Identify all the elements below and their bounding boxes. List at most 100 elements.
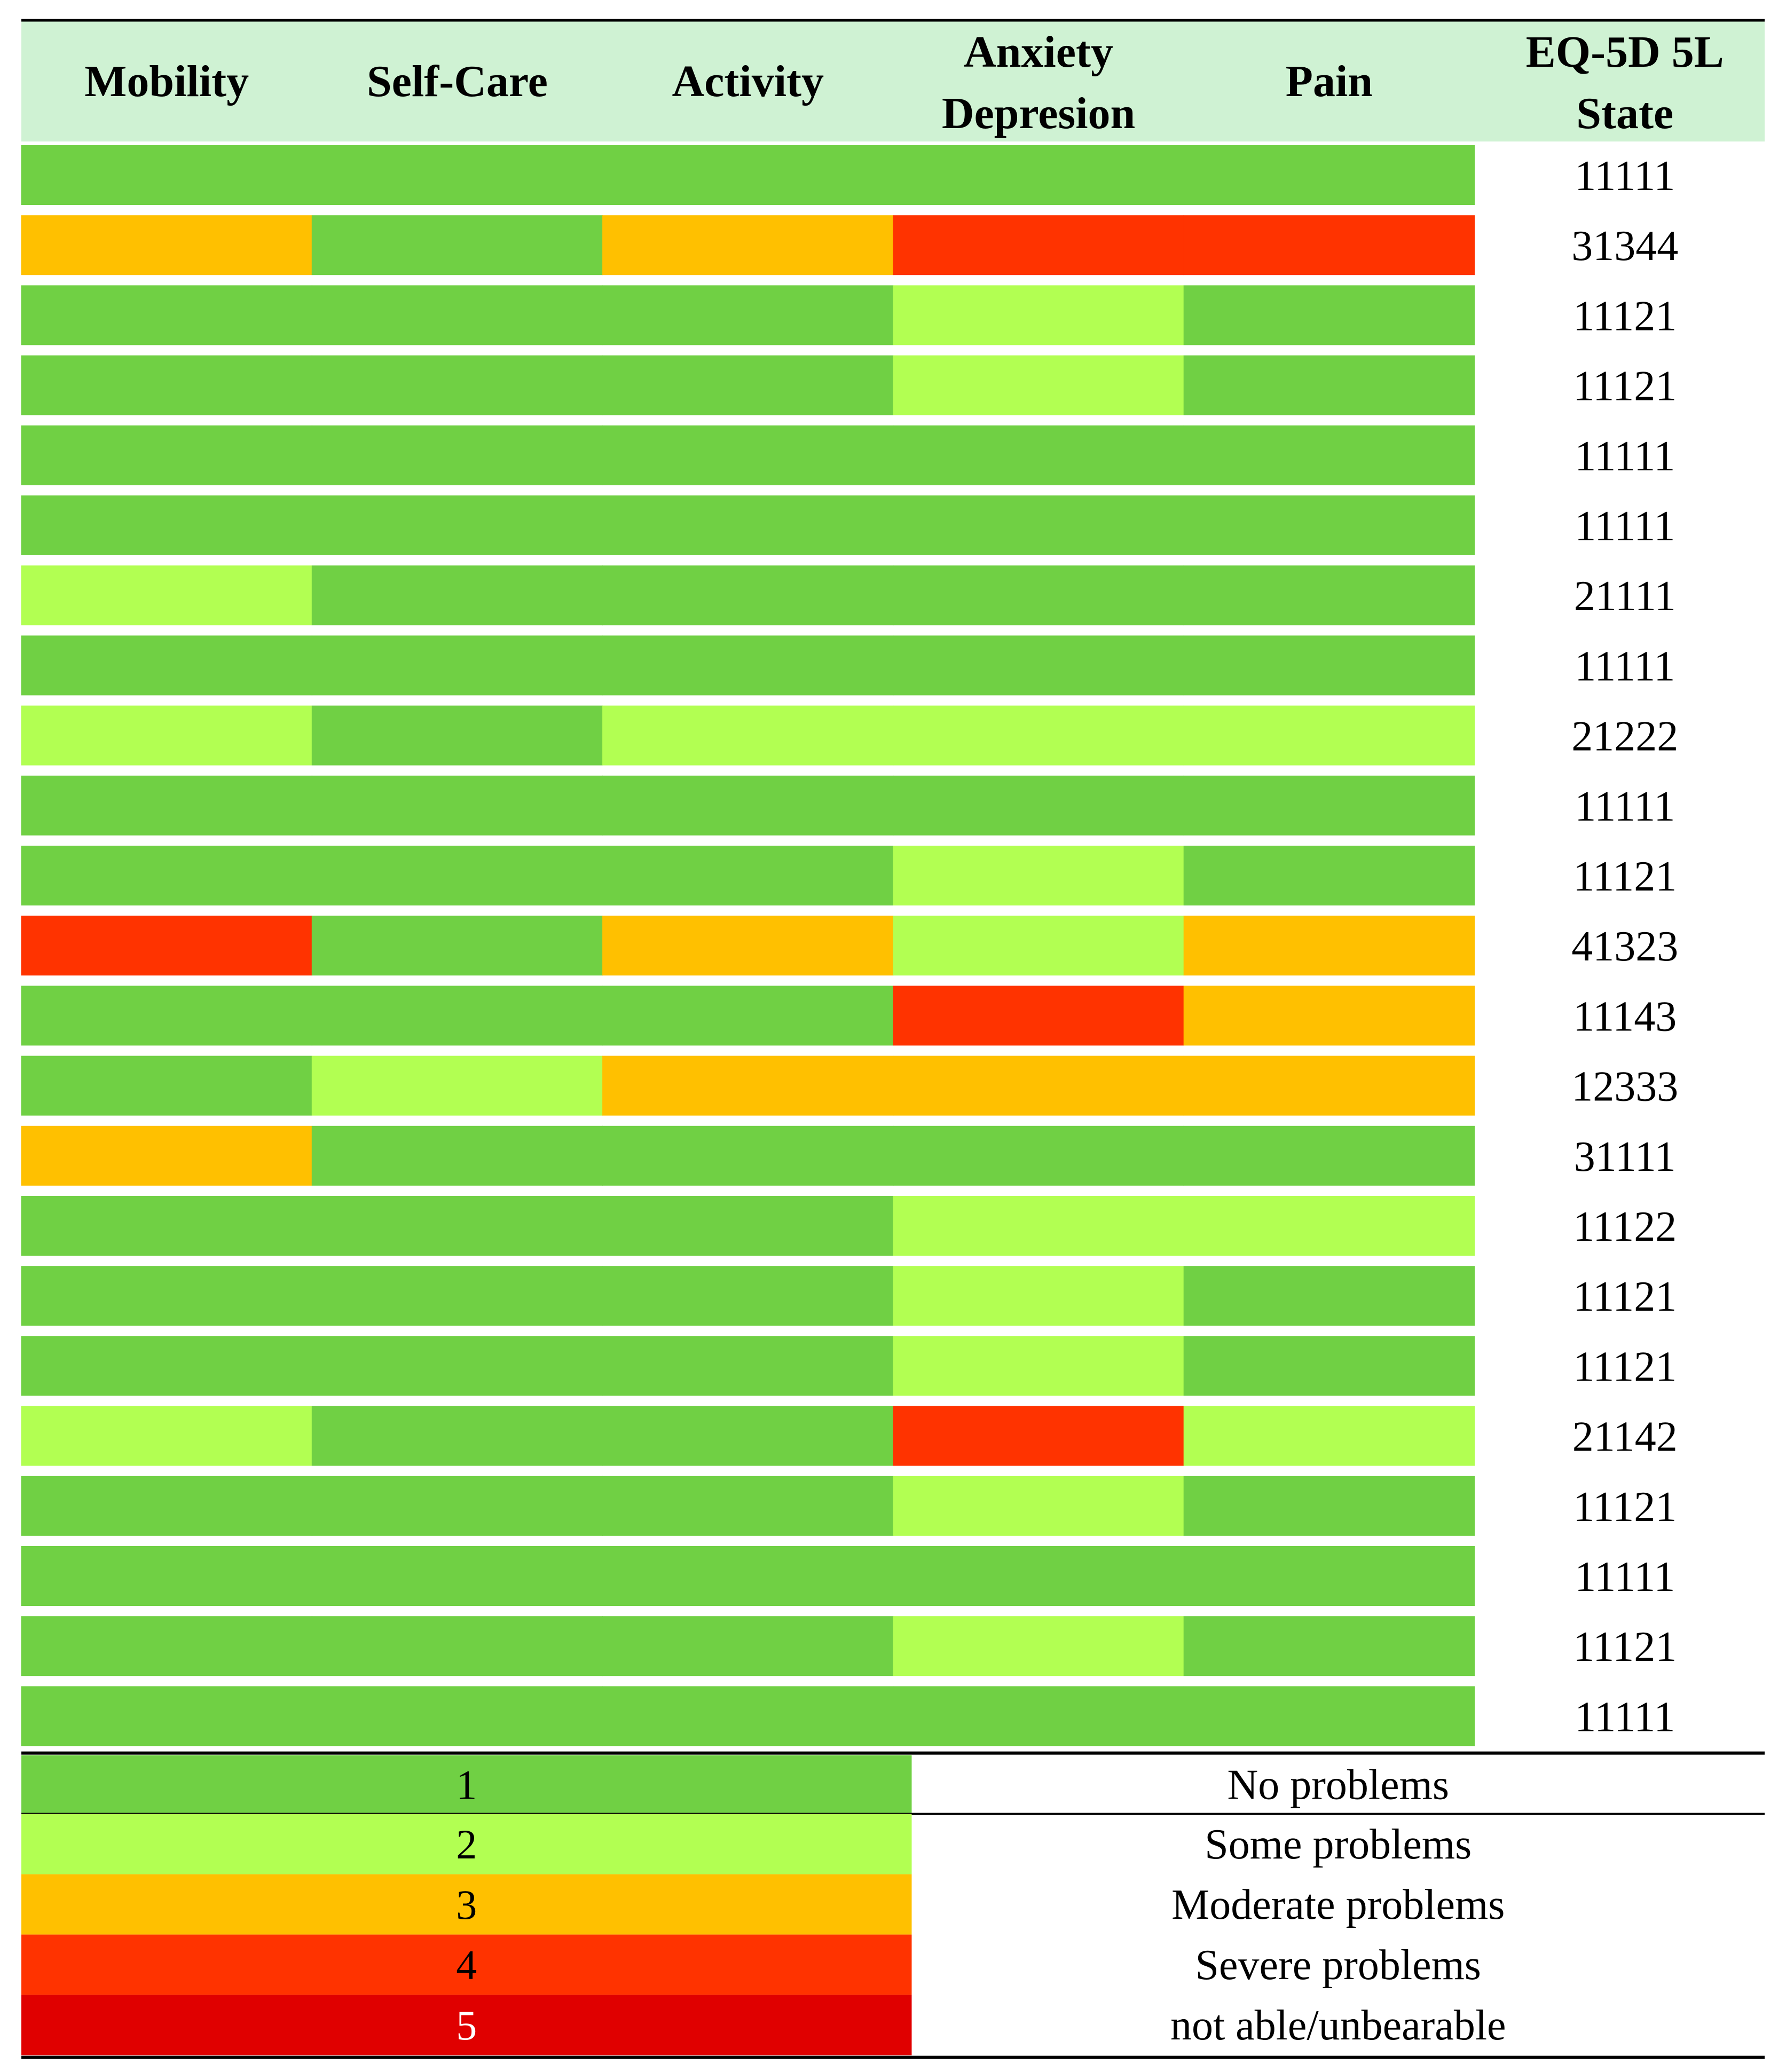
cell-r9-pain — [1183, 705, 1475, 766]
cell-r11-anxiety-depresion — [893, 846, 1184, 905]
legend-level-2: 2 — [456, 1821, 477, 1868]
cell-r10-self-care — [311, 775, 603, 836]
state-value-row-9: 21222 — [1571, 713, 1678, 760]
cell-r18-mobility — [21, 1336, 312, 1396]
state-value-row-10: 11111 — [1575, 783, 1675, 830]
cell-r15-pain — [1183, 1125, 1475, 1186]
cell-r14-anxiety-depresion — [893, 1055, 1184, 1116]
cell-r20-pain — [1183, 1476, 1475, 1536]
cell-r13-self-care — [311, 986, 603, 1046]
cell-r23-anxiety-depresion — [893, 1686, 1184, 1746]
cell-r12-mobility — [21, 916, 312, 976]
cell-r20-self-care — [311, 1476, 603, 1536]
legend-swatch-5 — [21, 1995, 912, 2055]
cell-r10-activity — [602, 775, 894, 836]
legend-level-4: 4 — [456, 1942, 477, 1988]
cell-r11-self-care — [311, 846, 603, 905]
state-value-row-1: 11111 — [1575, 153, 1675, 200]
state-value-row-14: 12333 — [1571, 1063, 1678, 1110]
state-value-row-22: 11121 — [1573, 1624, 1677, 1671]
cell-r15-mobility — [21, 1125, 312, 1186]
column-header-pain: Pain — [1286, 57, 1373, 106]
cell-r1-pain — [1183, 145, 1475, 205]
state-value-row-3: 11121 — [1573, 293, 1677, 340]
legend-label-2: Some problems — [1205, 1821, 1472, 1868]
state-value-row-15: 31111 — [1574, 1133, 1676, 1180]
legend-level-5: 5 — [456, 2002, 477, 2049]
cell-r5-anxiety-depresion — [893, 425, 1184, 485]
cell-r21-pain — [1183, 1546, 1475, 1606]
cell-r14-self-care — [311, 1055, 603, 1116]
cell-r15-self-care — [311, 1125, 603, 1186]
cell-r5-mobility — [21, 425, 312, 485]
state-value-row-21: 11111 — [1575, 1554, 1675, 1601]
cell-r2-anxiety-depresion — [893, 215, 1184, 275]
cell-r17-mobility — [21, 1266, 312, 1326]
state-value-row-16: 11122 — [1573, 1203, 1677, 1250]
cell-r10-pain — [1183, 775, 1475, 836]
state-value-row-6: 11111 — [1575, 503, 1675, 550]
cell-r20-mobility — [21, 1476, 312, 1536]
cell-r6-mobility — [21, 495, 312, 555]
legend-swatch-2 — [21, 1814, 912, 1874]
cell-r6-self-care — [311, 495, 603, 555]
legend-swatch-1 — [21, 1755, 912, 1814]
cell-r3-anxiety-depresion — [893, 285, 1184, 345]
column-header-activity: Activity — [672, 57, 824, 106]
cell-r20-activity — [602, 1476, 894, 1536]
state-value-row-17: 11121 — [1573, 1273, 1677, 1320]
cell-r14-mobility — [21, 1055, 312, 1116]
cell-r4-pain — [1183, 355, 1475, 415]
cell-r4-mobility — [21, 355, 312, 415]
cell-r18-anxiety-depresion — [893, 1336, 1184, 1396]
cell-r8-activity — [602, 635, 894, 696]
state-value-row-7: 21111 — [1574, 573, 1676, 620]
cell-r8-anxiety-depresion — [893, 635, 1184, 696]
cell-r23-mobility — [21, 1686, 312, 1746]
legend-label-1: No problems — [1227, 1762, 1449, 1809]
state-value-row-4: 11121 — [1573, 363, 1677, 410]
cell-r11-pain — [1183, 846, 1475, 905]
cell-r3-activity — [602, 285, 894, 345]
cell-r7-pain — [1183, 565, 1475, 626]
cell-r19-self-care — [311, 1406, 603, 1466]
cell-r22-anxiety-depresion — [893, 1616, 1184, 1676]
state-value-row-2: 31344 — [1571, 223, 1678, 270]
cell-r7-anxiety-depresion — [893, 565, 1184, 626]
cell-r19-activity — [602, 1406, 894, 1466]
legend-label-4: Severe problems — [1195, 1942, 1481, 1989]
cell-r2-self-care — [311, 215, 603, 275]
cell-r22-pain — [1183, 1616, 1475, 1676]
cell-r21-mobility — [21, 1546, 312, 1606]
cell-r2-activity — [602, 215, 894, 275]
cell-r16-anxiety-depresion — [893, 1196, 1184, 1256]
column-header-eq-5d-5l-state: EQ-5D 5L State — [1526, 27, 1724, 138]
cell-r10-mobility — [21, 775, 312, 836]
cell-r7-self-care — [311, 565, 603, 626]
cell-r20-anxiety-depresion — [893, 1476, 1184, 1536]
cell-r21-self-care — [311, 1546, 603, 1606]
cell-r9-anxiety-depresion — [893, 705, 1184, 766]
cell-r2-pain — [1183, 215, 1475, 275]
cell-r18-activity — [602, 1336, 894, 1396]
cell-r23-self-care — [311, 1686, 603, 1746]
cell-r15-activity — [602, 1125, 894, 1186]
cell-r12-activity — [602, 916, 894, 976]
legend-label-5: not able/unbearable — [1170, 2002, 1506, 2049]
cell-r19-pain — [1183, 1406, 1475, 1466]
cell-r9-mobility — [21, 705, 312, 766]
header-background — [21, 20, 1765, 141]
cell-r13-activity — [602, 986, 894, 1046]
cell-r18-pain — [1183, 1336, 1475, 1396]
cell-r1-anxiety-depresion — [893, 145, 1184, 205]
cell-r9-self-care — [311, 705, 603, 766]
cell-r6-pain — [1183, 495, 1475, 555]
cell-r16-self-care — [311, 1196, 603, 1256]
cell-r5-pain — [1183, 425, 1475, 485]
cell-r12-pain — [1183, 916, 1475, 976]
cell-r16-mobility — [21, 1196, 312, 1256]
cell-r6-activity — [602, 495, 894, 555]
cell-r12-anxiety-depresion — [893, 916, 1184, 976]
cell-r23-activity — [602, 1686, 894, 1746]
